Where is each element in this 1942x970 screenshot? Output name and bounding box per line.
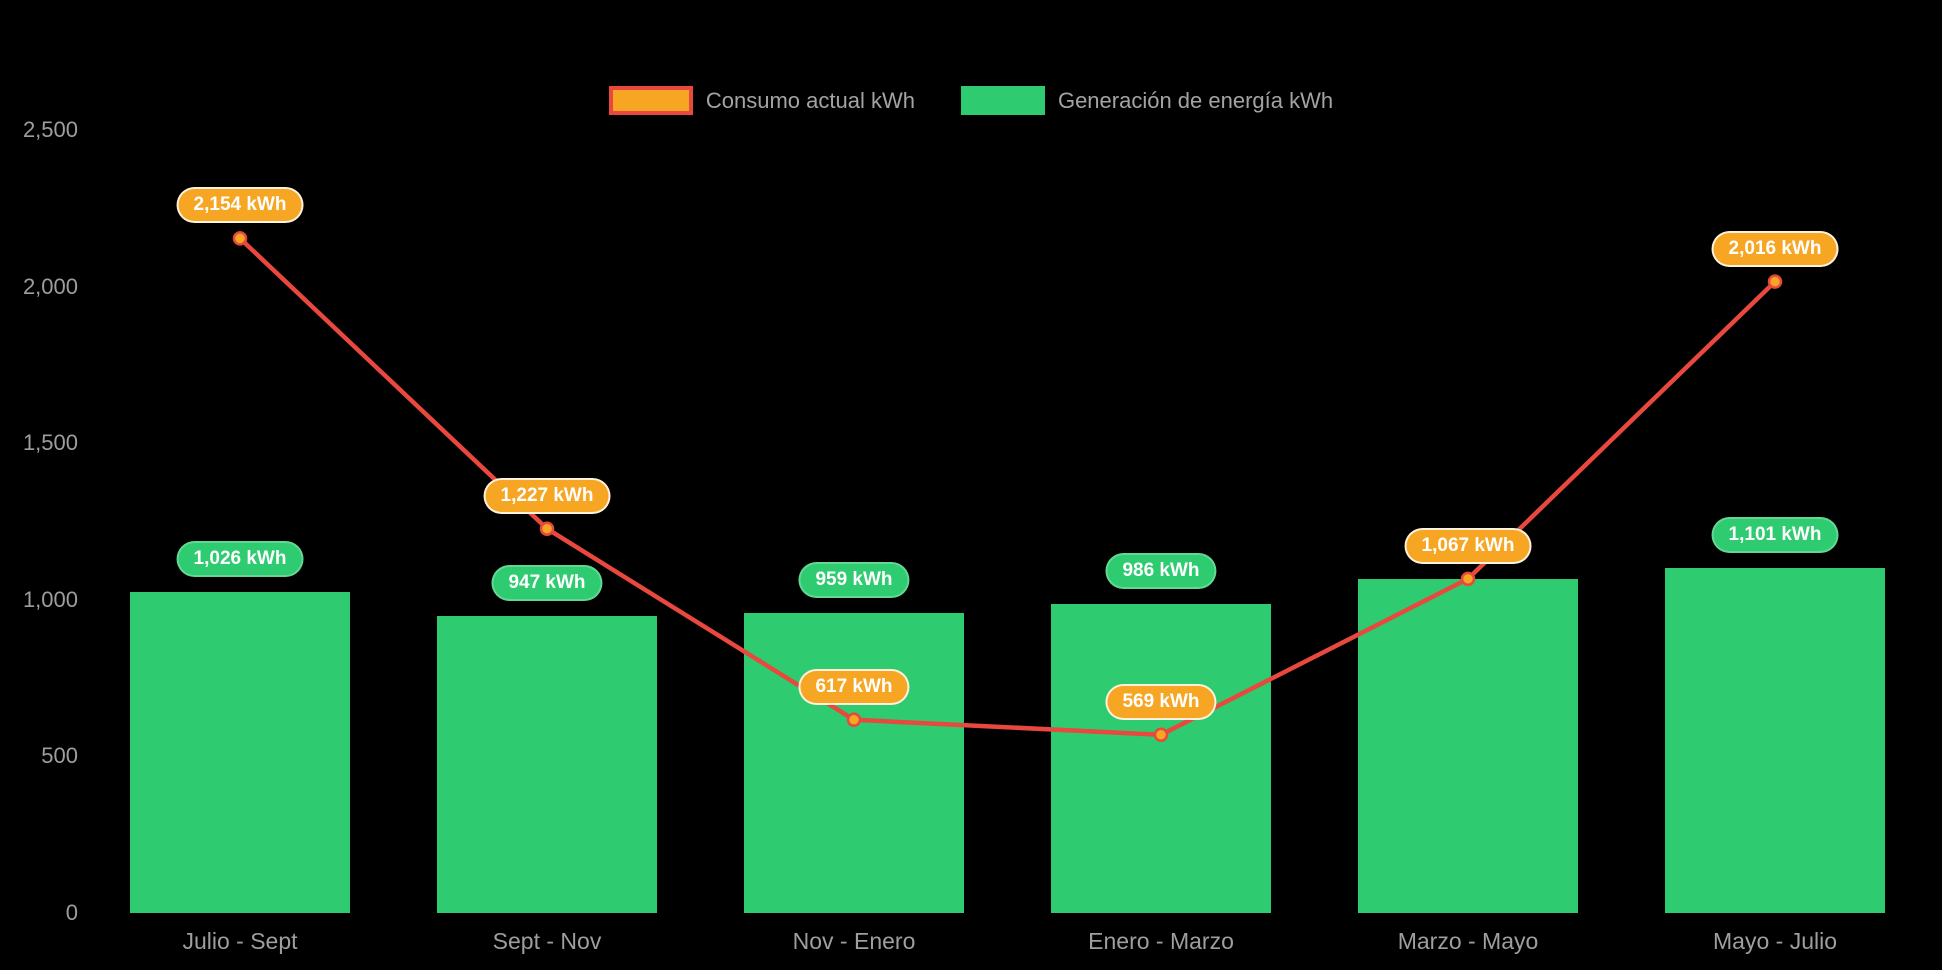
consumption-value-badge: 617 kWh	[798, 668, 910, 705]
x-axis-category-label: Nov - Enero	[792, 928, 916, 954]
generation-value-badge: 986 kWh	[1105, 553, 1217, 590]
generation-bar	[744, 612, 964, 913]
consumption-value-badge: 1,227 kWh	[483, 477, 611, 514]
x-axis-category-label: Julio - Sept	[182, 928, 298, 954]
y-axis-tick-label: 1,500	[22, 430, 78, 456]
legend-item-generacion[interactable]: Generación de energía kWh	[960, 86, 1334, 115]
generation-value-badge: 1,101 kWh	[1711, 517, 1839, 554]
consumption-value-badge: 2,016 kWh	[1711, 230, 1839, 267]
generation-value-badge: 947 kWh	[491, 565, 603, 602]
y-axis-tick-label: 0	[65, 900, 78, 925]
generation-bar	[1051, 604, 1271, 913]
generation-value-badge: 959 kWh	[798, 561, 910, 598]
y-axis-tick-label: 2,500	[22, 117, 78, 142]
generacion-legend-label: Generación de energía kWh	[1057, 87, 1334, 113]
generation-bar	[437, 616, 657, 913]
consumption-value-badge: 569 kWh	[1105, 683, 1217, 720]
consumption-value-badge: 2,154 kWh	[176, 187, 304, 224]
consumption-point	[232, 231, 248, 246]
consumo-legend-label: Consumo actual kWh	[705, 87, 915, 113]
generation-bar	[1665, 568, 1885, 913]
legend-item-consumo-actual[interactable]: Consumo actual kWh	[608, 86, 915, 115]
x-axis-category-label: Enero - Marzo	[1088, 928, 1234, 954]
x-axis-category-label: Marzo - Mayo	[1397, 928, 1539, 954]
y-axis-tick-label: 2,000	[22, 273, 78, 299]
x-axis-category-label: Sept - Nov	[492, 928, 602, 954]
generation-bar	[1358, 578, 1578, 913]
consumption-value-badge: 1,067 kWh	[1404, 527, 1532, 564]
chart-legend: Consumo actual kWh Generación de energía…	[0, 86, 1942, 115]
generation-bar	[130, 591, 350, 913]
generation-value-badge: 1,026 kWh	[176, 540, 304, 577]
consumption-point	[539, 521, 555, 536]
x-axis-category-label: Mayo - Julio	[1713, 928, 1837, 954]
y-axis-tick-label: 1,000	[22, 586, 78, 612]
consumption-point	[1767, 274, 1783, 289]
generacion-legend-swatch	[960, 86, 1045, 115]
consumo-legend-swatch	[608, 86, 693, 115]
y-axis-tick-label: 500	[41, 743, 78, 769]
